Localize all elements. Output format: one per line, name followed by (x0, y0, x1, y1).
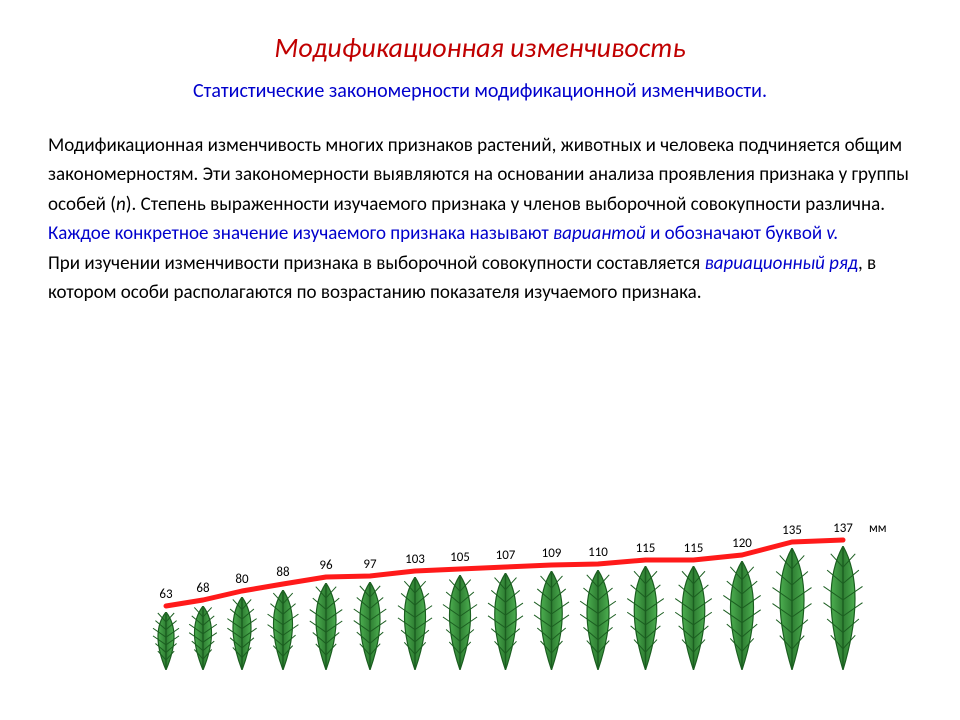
leaf-item: 103 (394, 577, 436, 670)
leaf-icon (150, 612, 182, 670)
leaf-item: 109 (530, 571, 573, 670)
leaf-item: 115 (671, 566, 716, 670)
leaf-icon (623, 566, 668, 670)
leaf-icon (484, 573, 527, 670)
leaf-icon (439, 575, 481, 670)
leaf-icon (719, 561, 765, 670)
leaf-icon (819, 546, 867, 670)
variation-series-chart: 63 68 80 (150, 470, 850, 680)
leaf-value-label: 120 (712, 536, 772, 551)
body-p3a: При изучении изменчивости признака в выб… (48, 252, 705, 275)
leaf-icon (350, 582, 390, 670)
leaf-icon (186, 606, 220, 670)
leaf-item: 135 (768, 548, 816, 670)
body-p2b: и обозначают буквой (646, 222, 827, 245)
body-v: v. (826, 222, 838, 245)
leaf-item: 110 (576, 570, 620, 670)
body-varrow: вариационный ряд (705, 252, 858, 275)
body-p2a: Каждое конкретное значение изучаемого пр… (48, 222, 553, 245)
leaf-item: 96 (306, 583, 346, 670)
leaf-item: 107 (484, 573, 527, 670)
title-text: Модификационная изменчивость (274, 30, 685, 65)
body-paragraph: Модификационная изменчивость многих приз… (0, 103, 960, 308)
subtitle: Статистические закономерности модификаци… (0, 65, 960, 103)
leaf-item: 97 (350, 582, 390, 670)
page-title: Модификационная изменчивость (0, 0, 960, 65)
body-p1b: ). Степень выраженности изучаемого призн… (126, 193, 885, 216)
leaf-item: 88 (264, 590, 302, 670)
leaf-item: 115 (623, 566, 668, 670)
leaf-item: 63 (150, 612, 182, 670)
unit-label: мм (869, 521, 887, 536)
leaf-icon (576, 570, 620, 670)
leaf-item: 137 (819, 546, 867, 670)
leaf-item: 80 (224, 597, 260, 670)
leaf-item: 120 (719, 561, 765, 670)
leaf-item: 105 (439, 575, 481, 670)
body-n: n (116, 193, 126, 216)
subtitle-text: Статистические закономерности модификаци… (193, 79, 767, 103)
leaf-icon (530, 571, 573, 670)
leaf-item: 68 (186, 606, 220, 670)
leaf-value-label: 137 (813, 521, 873, 536)
leaf-icon (768, 548, 816, 670)
leaf-icon (394, 577, 436, 670)
leaf-icon (264, 590, 302, 670)
leaf-row: 63 68 80 (150, 470, 850, 670)
body-variant: вариантой (553, 222, 646, 245)
leaf-icon (224, 597, 260, 670)
leaf-icon (671, 566, 716, 670)
leaf-icon (306, 583, 346, 670)
